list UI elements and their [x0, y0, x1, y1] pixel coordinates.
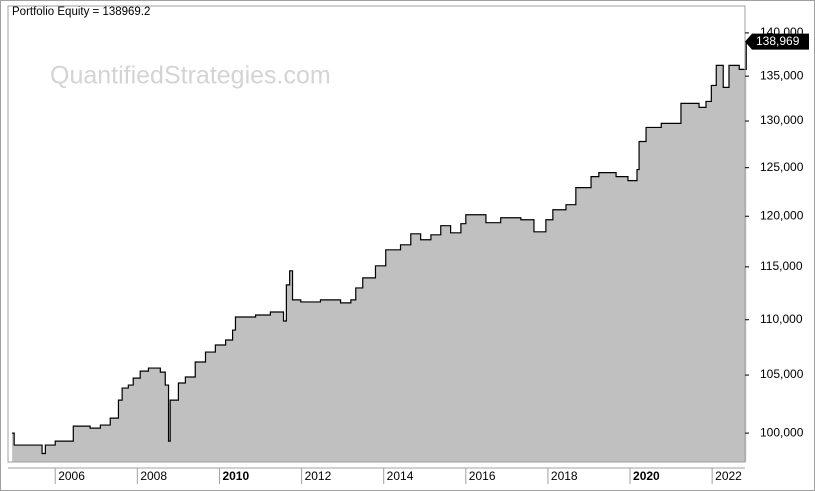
area: [12, 41, 747, 462]
last-value-box: [745, 33, 809, 50]
chart-title: Portfolio Equity = 138969.2: [12, 6, 150, 18]
watermark: QuantifiedStrategies.com: [50, 62, 331, 90]
y-tick-label: 125,000: [760, 160, 804, 174]
y-tick-label: 120,000: [760, 208, 804, 222]
x-tick-label: 2010: [222, 469, 249, 483]
y-tick-label: 130,000: [760, 113, 804, 127]
x-tick-label: 2006: [58, 469, 85, 483]
y-tick-label: 110,000: [760, 312, 803, 326]
line: [12, 41, 747, 455]
plot-area: [7, 5, 746, 463]
x-tick-label: 2014: [387, 469, 414, 483]
x-tick-label: 2022: [715, 469, 742, 483]
y-tick-label: 100,000: [760, 425, 804, 439]
x-tick-label: 2020: [633, 469, 660, 483]
x-tick-label: 2012: [305, 469, 332, 483]
x-tick-label: 2008: [140, 469, 167, 483]
y-tick-label: 115,000: [760, 259, 803, 273]
last-value-label: 138,969: [756, 34, 800, 48]
y-tick-label: 105,000: [760, 367, 804, 381]
y-tick-label: 135,000: [760, 68, 804, 82]
x-tick-label: 2016: [469, 469, 496, 483]
x-tick-label: 2018: [551, 469, 578, 483]
